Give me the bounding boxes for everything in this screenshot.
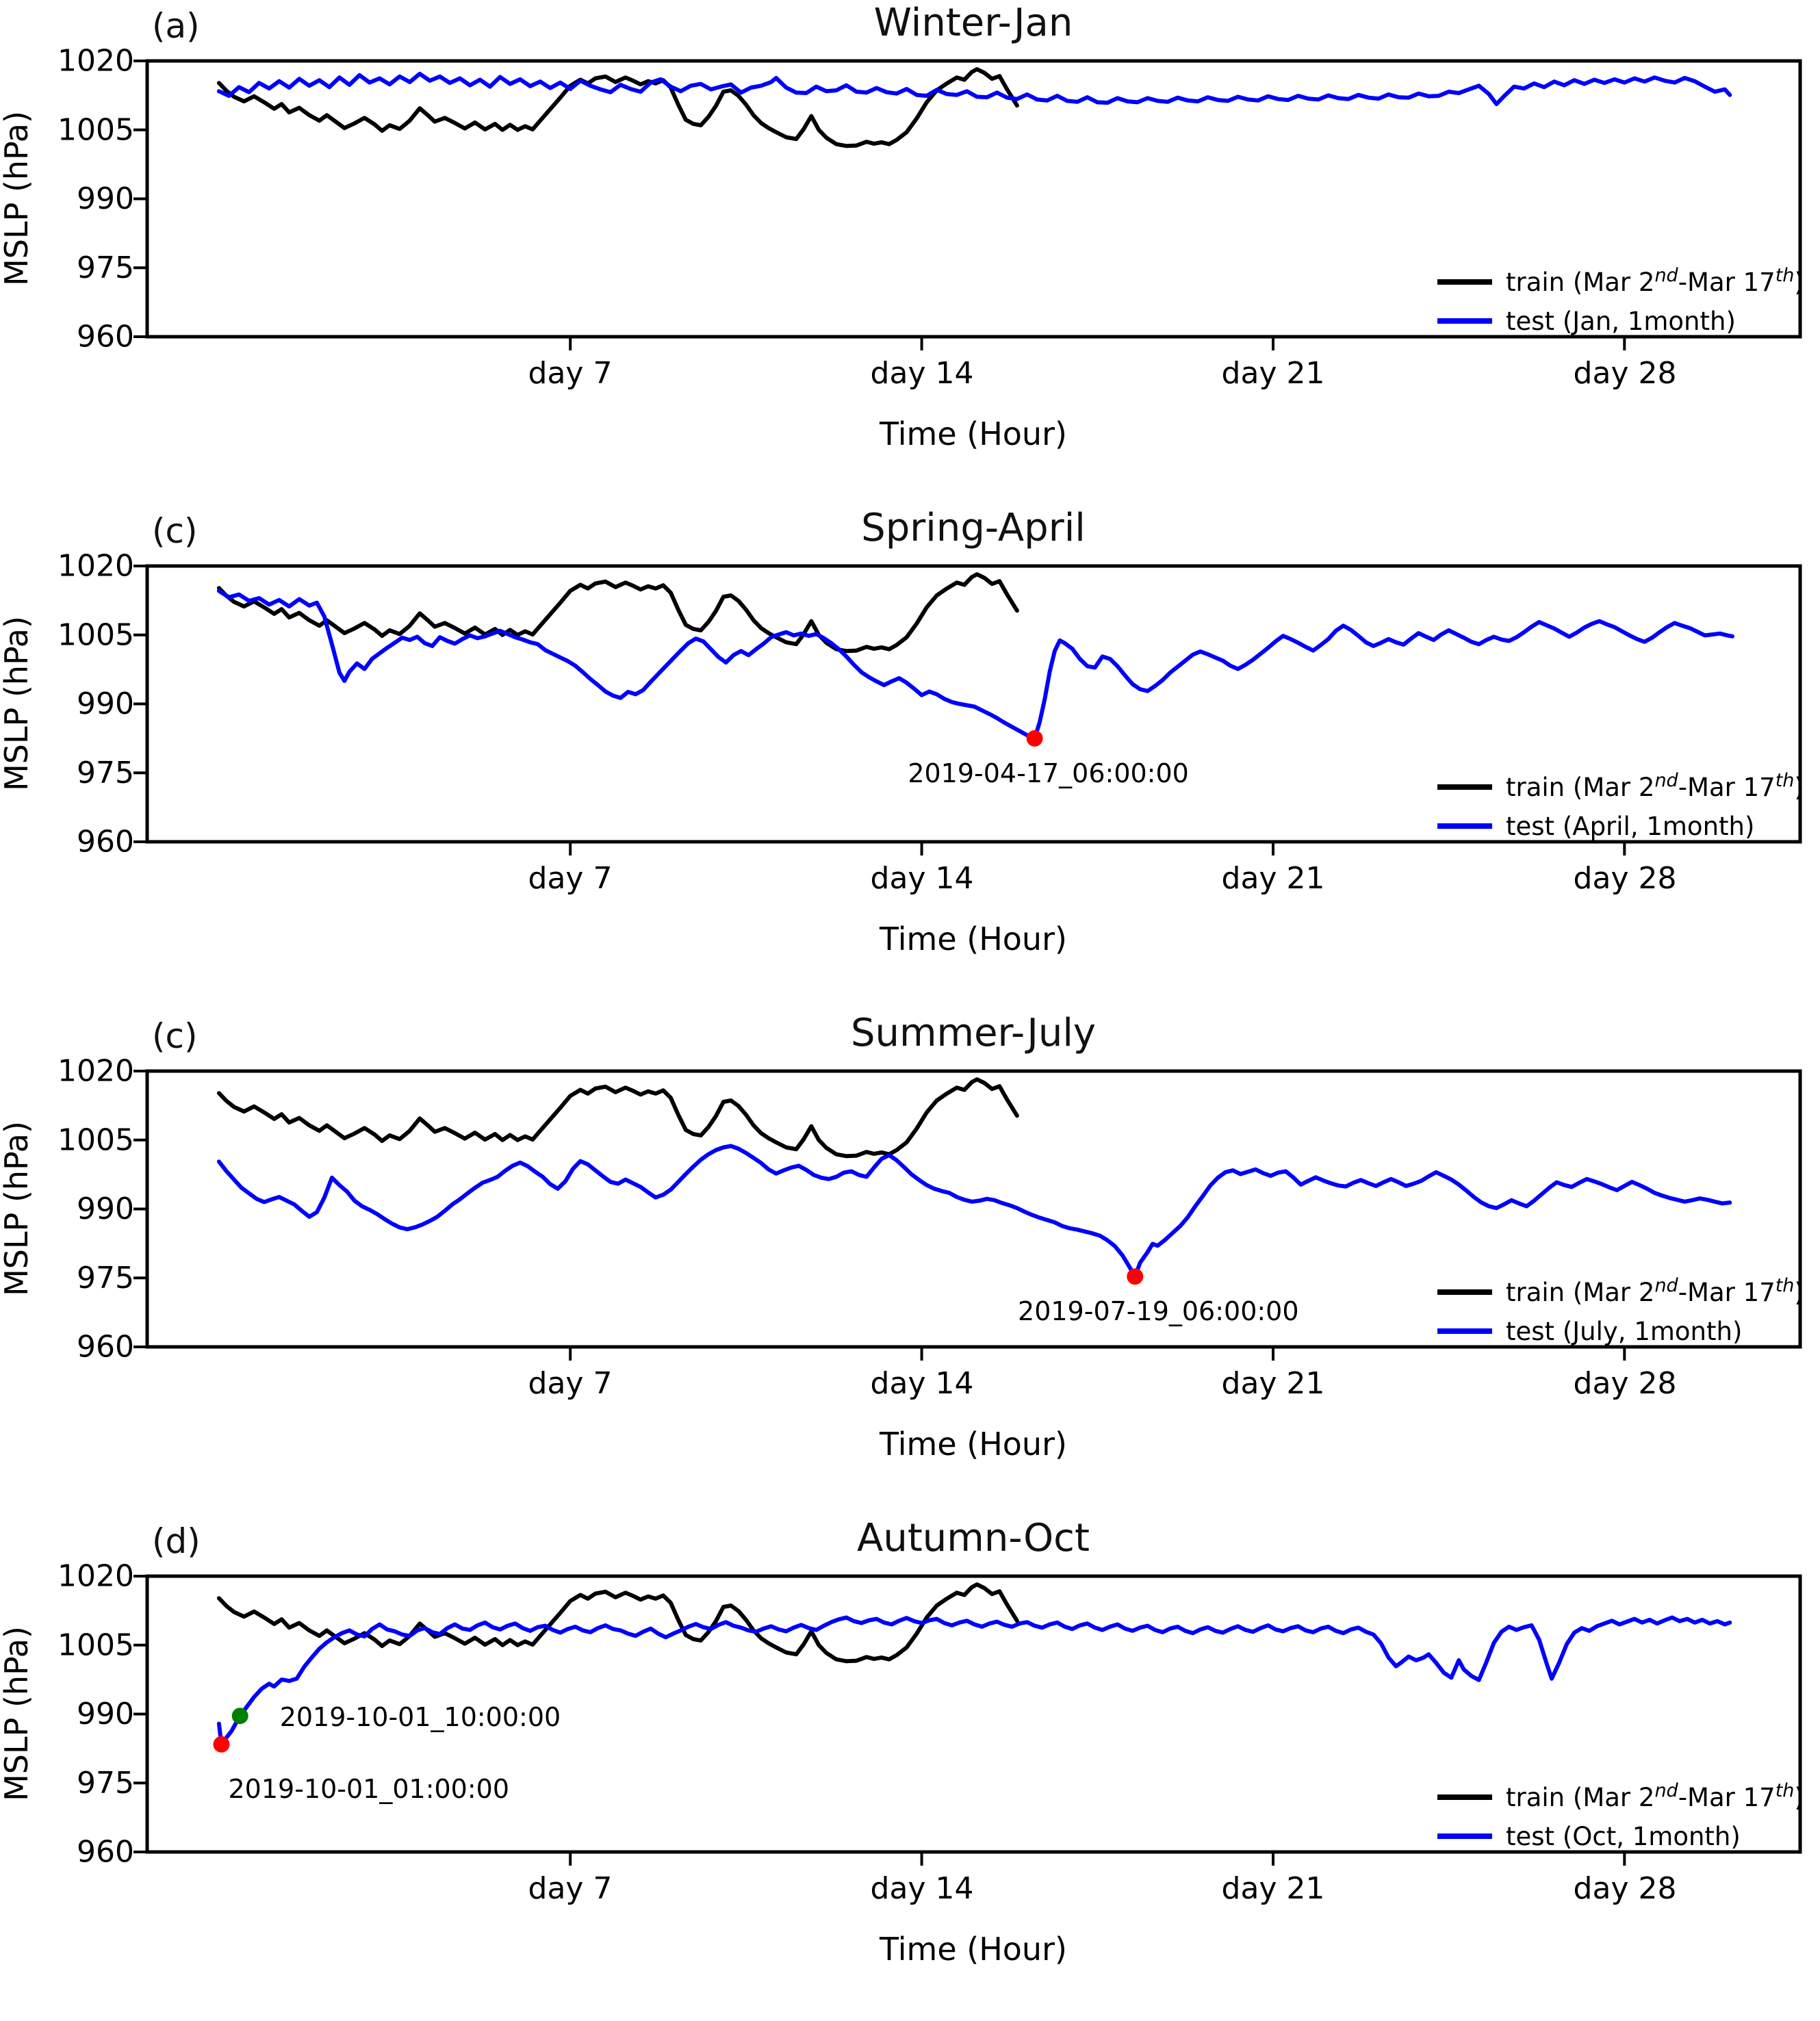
y-tick-label: 990	[77, 181, 134, 216]
series-line	[216, 1615, 1732, 1747]
y-tick-label: 960	[77, 1835, 134, 1870]
series-line	[216, 1077, 1019, 1159]
legend-test-label: test (Oct, 1month)	[1506, 1822, 1741, 1851]
x-tick-label: day 14	[871, 1871, 974, 1906]
y-tick-label: 1020	[57, 1054, 134, 1089]
y-tick-label: 960	[77, 825, 134, 860]
y-tick-label: 975	[77, 756, 134, 790]
panel-autumn-oct: (d) Autumn-Oct 1020 1005 990 975 960 day…	[0, 1516, 1804, 1968]
x-tick-label: day 28	[1574, 356, 1677, 391]
x-axis-label: Time (Hour)	[879, 921, 1067, 957]
y-tick-label: 1020	[57, 549, 134, 584]
y-axis-label: MSLP (hPa)	[0, 111, 35, 286]
panel-spring-april: (c) Spring-April 1020 1005 990 975 960 d…	[0, 506, 1804, 957]
series-layer: 2019-10-01_01:00:00 2019-10-01_10:00:00	[133, 1575, 1732, 1866]
legend-train-label: train (Mar 2nd-Mar 17th)	[1506, 770, 1804, 802]
x-tick-label: day 14	[871, 1366, 974, 1401]
y-tick-label: 1020	[57, 44, 134, 79]
series-layer	[133, 60, 1732, 350]
y-axis-label: MSLP (hPa)	[0, 616, 35, 791]
x-tick-label: day 7	[528, 356, 613, 391]
legend: train (Mar 2nd-Mar 17th) test (Oct, 1mon…	[1437, 1780, 1804, 1851]
y-tick-label: 1005	[57, 112, 134, 147]
y-tick-label: 990	[77, 1697, 134, 1732]
x-tick-label: day 14	[871, 356, 974, 391]
panel-title: Spring-April	[861, 506, 1086, 550]
legend: train (Mar 2nd-Mar 17th) test (July, 1mo…	[1437, 1275, 1804, 1346]
panel-title: Winter-Jan	[874, 1, 1073, 45]
panel-letter: (c)	[152, 511, 198, 551]
series-line	[216, 572, 1019, 654]
y-tick-label: 1005	[57, 1627, 134, 1662]
y-axis-label: MSLP (hPa)	[0, 1626, 35, 1801]
legend-train-label: train (Mar 2nd-Mar 17th)	[1506, 1275, 1804, 1307]
y-axis-label: MSLP (hPa)	[0, 1121, 35, 1296]
y-tick-label: 975	[77, 250, 134, 285]
x-tick-label: day 21	[1222, 1366, 1325, 1401]
y-tick-label: 990	[77, 1192, 134, 1226]
annotation-label: 2019-10-01_10:00:00	[280, 1702, 561, 1732]
y-tick-label: 975	[77, 1766, 134, 1801]
y-tick-label: 1005	[57, 1122, 134, 1157]
x-tick-label: day 28	[1574, 861, 1677, 896]
panel-letter: (d)	[152, 1521, 201, 1561]
legend: train (Mar 2nd-Mar 17th) test (Jan, 1mon…	[1437, 265, 1804, 336]
annotation-dot	[1127, 1268, 1144, 1285]
legend-test-label: test (July, 1month)	[1506, 1317, 1742, 1346]
x-tick-label: day 21	[1222, 1871, 1325, 1906]
x-axis-label: Time (Hour)	[879, 415, 1067, 452]
y-tick-label: 990	[77, 686, 134, 721]
y-tick-label: 1005	[57, 617, 134, 652]
annotation-dot	[213, 1736, 230, 1753]
annotation-label: 2019-07-19_06:00:00	[1018, 1296, 1299, 1326]
legend-test-label: test (Jan, 1month)	[1506, 307, 1736, 336]
x-axis-label: Time (Hour)	[879, 1426, 1067, 1463]
annotation-label: 2019-04-17_06:00:00	[908, 758, 1189, 788]
annotation-dot	[1026, 730, 1043, 747]
x-tick-label: day 7	[528, 1366, 613, 1401]
x-tick-label: day 21	[1222, 861, 1325, 896]
legend-test-label: test (April, 1month)	[1506, 812, 1754, 841]
x-tick-label: day 7	[528, 1871, 613, 1906]
panel-winter-jan: (a) Winter-Jan 1020 1005 990 975 960 day…	[0, 1, 1804, 452]
y-tick-label: 960	[77, 1330, 134, 1365]
series-layer: 2019-04-17_06:00:00	[133, 565, 1734, 855]
series-layer: 2019-07-19_06:00:00	[133, 1070, 1732, 1361]
legend-train-label: train (Mar 2nd-Mar 17th)	[1506, 265, 1804, 297]
panel-summer-july: (c) Summer-July 1020 1005 990 975 960 da…	[0, 1011, 1804, 1463]
annotation-label: 2019-10-01_01:00:00	[229, 1774, 510, 1804]
legend-train-label: train (Mar 2nd-Mar 17th)	[1506, 1780, 1804, 1812]
panel-letter: (c)	[152, 1016, 198, 1056]
annotation-dot	[231, 1708, 248, 1725]
y-tick-label: 960	[77, 320, 134, 355]
y-tick-label: 975	[77, 1261, 134, 1296]
x-tick-label: day 28	[1574, 1871, 1677, 1906]
x-tick-label: day 21	[1222, 356, 1325, 391]
x-tick-label: day 28	[1574, 1366, 1677, 1401]
x-tick-label: day 14	[871, 861, 974, 896]
series-line	[216, 67, 1019, 149]
x-tick-label: day 7	[528, 861, 613, 896]
panel-title: Summer-July	[851, 1011, 1096, 1055]
panel-title: Autumn-Oct	[857, 1516, 1090, 1560]
series-line	[216, 1144, 1732, 1279]
series-line	[216, 71, 1732, 107]
panel-letter: (a)	[152, 6, 200, 46]
y-tick-label: 1020	[57, 1559, 134, 1594]
series-line	[216, 589, 1734, 741]
legend: train (Mar 2nd-Mar 17th) test (April, 1m…	[1437, 770, 1804, 841]
x-axis-label: Time (Hour)	[879, 1931, 1067, 1968]
